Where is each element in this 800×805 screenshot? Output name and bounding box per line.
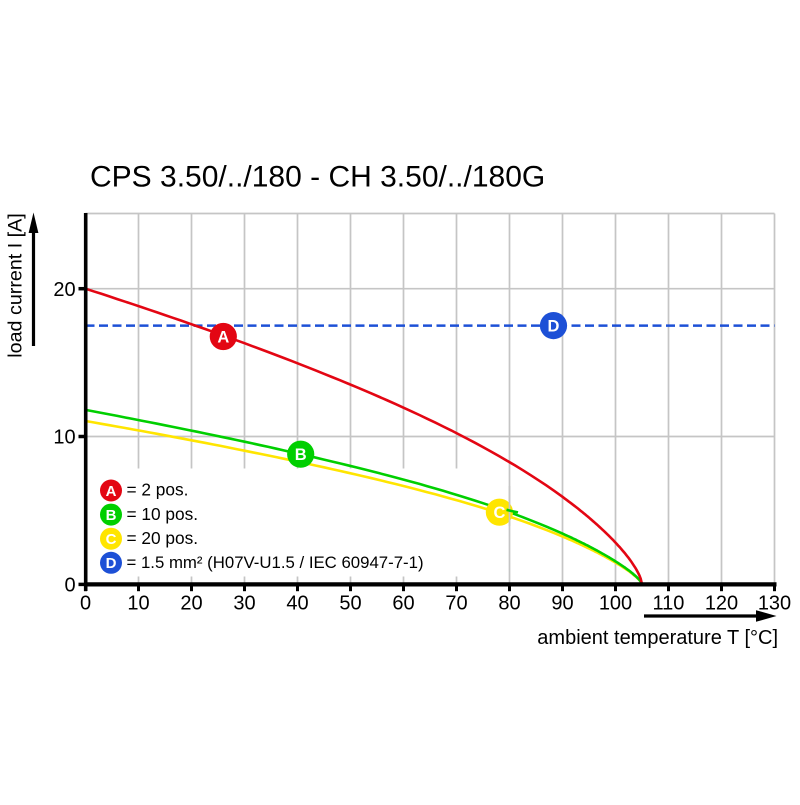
svg-text:10: 10	[53, 427, 75, 449]
svg-text:B: B	[106, 507, 117, 524]
svg-text:C: C	[106, 531, 117, 548]
svg-text:C: C	[493, 504, 505, 522]
svg-text:60: 60	[392, 593, 414, 615]
svg-text:A: A	[217, 328, 229, 346]
svg-text:40: 40	[286, 593, 308, 615]
svg-text:90: 90	[551, 593, 573, 615]
svg-text:= 2 pos.: = 2 pos.	[127, 480, 189, 500]
svg-text:20: 20	[180, 593, 202, 615]
svg-text:120: 120	[705, 593, 738, 615]
svg-text:0: 0	[64, 575, 75, 597]
svg-text:A: A	[106, 483, 117, 500]
svg-text:D: D	[106, 555, 117, 572]
svg-text:CPS 3.50/../180 - CH 3.50/../1: CPS 3.50/../180 - CH 3.50/../180G	[90, 161, 545, 194]
svg-text:ambient temperature T [°C]: ambient temperature T [°C]	[537, 627, 778, 649]
svg-text:10: 10	[127, 593, 149, 615]
svg-text:D: D	[548, 318, 560, 336]
svg-text:= 20 pos.: = 20 pos.	[127, 528, 199, 548]
svg-text:load current I [A]: load current I [A]	[4, 213, 26, 357]
svg-text:= 1.5 mm² (H07V-U1.5 / IEC 609: = 1.5 mm² (H07V-U1.5 / IEC 60947-7-1)	[127, 553, 424, 572]
svg-text:100: 100	[599, 593, 632, 615]
svg-text:70: 70	[445, 593, 467, 615]
svg-text:= 10 pos.: = 10 pos.	[127, 504, 199, 524]
svg-text:B: B	[295, 446, 307, 464]
svg-text:20: 20	[53, 279, 75, 301]
svg-text:0: 0	[80, 593, 91, 615]
svg-text:80: 80	[498, 593, 520, 615]
svg-text:50: 50	[339, 593, 361, 615]
svg-text:30: 30	[233, 593, 255, 615]
svg-text:110: 110	[653, 593, 685, 615]
svg-text:130: 130	[758, 593, 791, 615]
